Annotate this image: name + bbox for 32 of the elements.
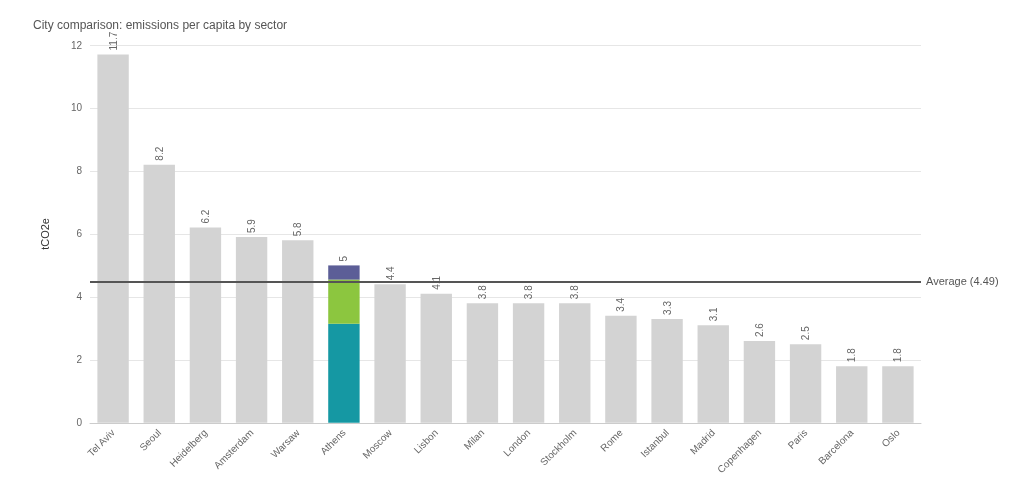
ref-line-label: Average (4.49) <box>926 275 999 288</box>
x-tick-label: Oslo <box>879 426 903 450</box>
total-label: 3.8 <box>523 284 535 300</box>
y-tick-label: 8 <box>76 165 83 177</box>
total-label: 2.5 <box>800 325 812 341</box>
total-label: 6.2 <box>199 209 211 224</box>
total-label: 2.6 <box>753 322 765 337</box>
total-label: 1.8 <box>846 347 858 363</box>
y-axis-title: tCO2e <box>38 218 51 250</box>
y-tick-label: 0 <box>76 417 83 429</box>
bar <box>328 265 360 280</box>
total-label: 5.9 <box>246 218 258 234</box>
total-label: 11.7 <box>107 31 119 51</box>
y-tick-label: 2 <box>76 354 83 366</box>
total-label: 4.1 <box>430 275 442 290</box>
bar <box>328 279 360 324</box>
y-tick-label: 12 <box>70 39 83 51</box>
total-label: 3.4 <box>615 297 627 312</box>
y-tick-label: 4 <box>76 291 83 303</box>
y-tick-label: 6 <box>76 228 83 240</box>
total-label: 8.2 <box>153 146 165 161</box>
total-label: 5 <box>338 255 350 262</box>
total-label: 1.8 <box>892 347 904 363</box>
total-label: 3.8 <box>569 284 581 300</box>
total-label: 5.8 <box>292 221 304 237</box>
total-label: 4.4 <box>384 265 396 281</box>
total-label: 3.3 <box>661 300 673 315</box>
bar <box>328 323 360 423</box>
total-label: 3.1 <box>707 306 719 322</box>
total-label: 3.8 <box>476 284 488 300</box>
y-tick-label: 10 <box>70 102 83 114</box>
chart-title: City comparison: emissions per capita by sector <box>33 18 288 32</box>
